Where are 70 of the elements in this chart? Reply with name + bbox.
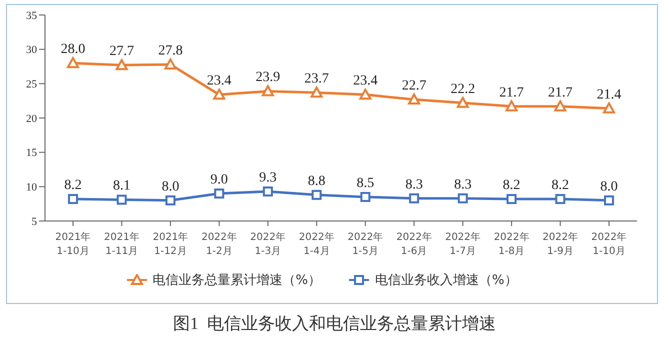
y-tick-label: 35 [26, 10, 38, 22]
x-tick-label: 2021年 1-10月 [55, 231, 91, 257]
x-tick-label: 2022年 1-2月 [201, 231, 237, 257]
point [262, 85, 274, 96]
point [165, 195, 176, 206]
point [116, 59, 128, 70]
point [214, 188, 224, 199]
point [116, 194, 127, 205]
data-label: 27.7 [109, 44, 134, 60]
x-tick-label: 2021年 1-11月 [104, 231, 140, 257]
point [67, 57, 79, 68]
point [68, 194, 78, 204]
point [604, 195, 614, 206]
data-label: 8.3 [405, 177, 423, 192]
x-tick-label: 2022年 1-10月 [591, 231, 627, 257]
point [408, 93, 420, 104]
y-tick-label: 10 [26, 182, 38, 194]
point [164, 58, 176, 70]
x-tick-label: 2022年 1-8月 [494, 231, 530, 257]
data-label: 8.2 [502, 178, 520, 194]
data-label: 27.8 [158, 43, 183, 58]
data-label: 8.2 [552, 178, 570, 194]
data-label: 8.1 [112, 178, 130, 194]
point [506, 100, 518, 112]
data-label: 21.7 [499, 85, 524, 100]
x-tick-label: 2022年 1-7月 [445, 231, 481, 257]
x-tick-label: 2022年 1-5月 [348, 231, 384, 257]
data-label: 8.5 [356, 176, 374, 191]
point [458, 193, 468, 204]
point [603, 102, 615, 114]
data-label: 23.7 [304, 72, 329, 87]
data-label: 21.4 [596, 87, 622, 102]
point [359, 88, 372, 100]
y-tick-label: 30 [26, 44, 38, 56]
point [555, 194, 566, 204]
legend-label: 电信业务总量累计增速（%） [152, 272, 321, 289]
data-label: 23.9 [256, 70, 280, 86]
y-tick-label: 25 [26, 78, 38, 91]
data-label: 21.7 [548, 85, 573, 100]
data-label: 8.8 [308, 174, 326, 189]
legend-label: 电信业务收入增速（%） [374, 272, 518, 289]
data-label: 8.2 [64, 178, 82, 194]
point [506, 194, 517, 204]
data-label: 22.2 [450, 82, 476, 97]
point [456, 96, 469, 108]
data-label: 8.3 [454, 177, 472, 192]
point [213, 88, 226, 100]
x-tick-label: 2022年 1-9月 [542, 231, 578, 257]
data-label: 9.3 [259, 170, 277, 186]
text: 图1 电信业务收入和电信业务总量累计增速 [172, 313, 497, 335]
x-tick-label: 2022年 1-3月 [250, 231, 286, 257]
point [312, 190, 322, 200]
x-tick-label: 2022年 1-6月 [396, 231, 432, 257]
x-tick-label: 2022年 1-4月 [298, 231, 334, 257]
data-label: 22.7 [402, 78, 426, 94]
point [310, 86, 323, 98]
data-label: 23.4 [206, 74, 232, 89]
data-label: 9.0 [210, 172, 228, 188]
point [360, 192, 370, 202]
data-label: 8.0 [600, 179, 618, 194]
x-tick-label: 2021年 1-12月 [152, 231, 188, 257]
point [554, 100, 566, 112]
point [262, 186, 273, 196]
data-label: 28.0 [60, 42, 86, 58]
data-label: 8.0 [162, 179, 180, 194]
y-tick-label: 20 [26, 112, 38, 125]
y-tick-label: 15 [26, 147, 38, 160]
data-label: 23.4 [353, 74, 378, 89]
y-tick-label: 5 [32, 216, 38, 228]
point [409, 193, 420, 204]
